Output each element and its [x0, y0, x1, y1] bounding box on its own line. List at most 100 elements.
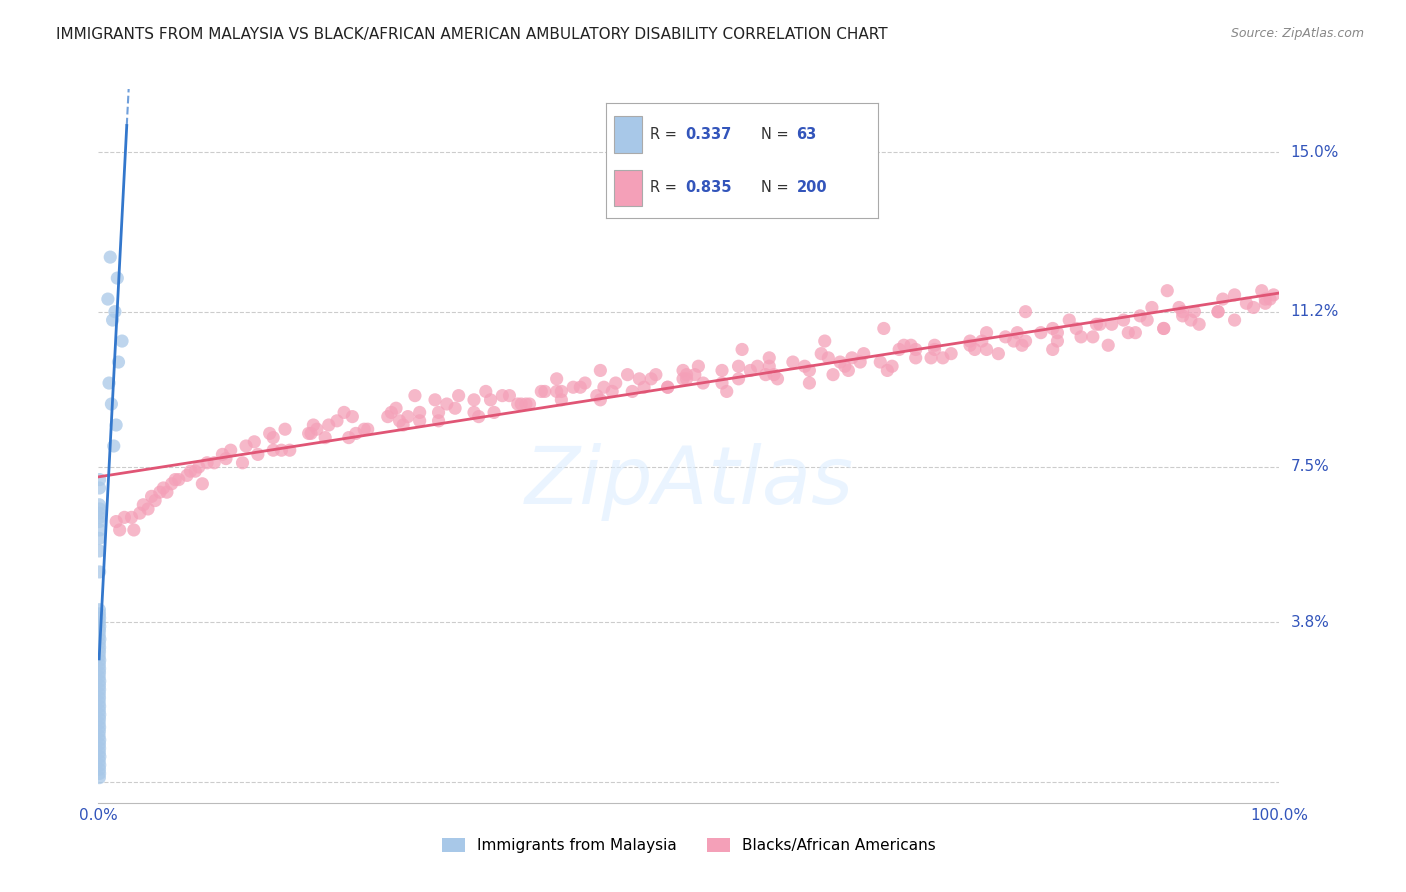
Point: [388, 414, 411, 428]
Point: [731, 343, 754, 357]
Point: [89, 532, 111, 546]
Point: [475, 384, 498, 399]
Point: [89, 741, 111, 756]
Point: [89, 754, 111, 768]
Point: [89, 565, 111, 579]
Point: [1168, 301, 1191, 315]
Point: [344, 426, 367, 441]
Point: [1223, 288, 1246, 302]
Point: [1250, 284, 1272, 298]
Point: [1014, 334, 1036, 348]
Point: [156, 485, 179, 500]
Point: [467, 409, 489, 424]
Point: [122, 523, 145, 537]
Point: [89, 749, 111, 764]
Point: [270, 443, 292, 458]
Point: [278, 443, 301, 458]
Point: [89, 758, 111, 772]
Point: [89, 624, 111, 638]
Point: [959, 338, 981, 352]
Point: [834, 359, 856, 374]
Point: [89, 510, 111, 524]
Point: [89, 712, 111, 726]
Point: [605, 376, 627, 390]
Point: [136, 502, 159, 516]
Point: [89, 707, 111, 722]
Point: [963, 343, 986, 357]
Point: [616, 368, 638, 382]
Point: [932, 351, 955, 365]
Point: [491, 389, 513, 403]
Point: [89, 515, 111, 529]
Text: IMMIGRANTS FROM MALAYSIA VS BLACK/AFRICAN AMERICAN AMBULATORY DISABILITY CORRELA: IMMIGRANTS FROM MALAYSIA VS BLACK/AFRICA…: [56, 27, 887, 42]
Point: [89, 473, 111, 487]
Point: [274, 422, 297, 436]
Point: [89, 632, 111, 646]
Point: [89, 687, 111, 701]
Point: [404, 389, 426, 403]
Point: [342, 409, 364, 424]
Point: [105, 417, 128, 432]
Point: [408, 414, 430, 428]
Point: [1029, 326, 1052, 340]
Text: ZipAtlas: ZipAtlas: [524, 442, 853, 521]
Point: [821, 368, 844, 382]
Point: [89, 703, 111, 717]
Point: [987, 346, 1010, 360]
Point: [89, 762, 111, 776]
Point: [262, 443, 284, 458]
Point: [314, 431, 336, 445]
Point: [195, 456, 218, 470]
Point: [569, 380, 592, 394]
Point: [810, 346, 832, 360]
Point: [1184, 304, 1206, 318]
Point: [1066, 321, 1088, 335]
Point: [89, 665, 111, 680]
Point: [782, 355, 804, 369]
Point: [1046, 326, 1069, 340]
Point: [904, 351, 927, 365]
Point: [447, 389, 470, 403]
Point: [849, 355, 872, 369]
Point: [423, 392, 446, 407]
Point: [628, 372, 651, 386]
Point: [519, 397, 541, 411]
Point: [589, 392, 612, 407]
Point: [869, 355, 891, 369]
Point: [141, 489, 163, 503]
Point: [108, 523, 131, 537]
Point: [89, 732, 111, 747]
Point: [1116, 326, 1139, 340]
Point: [1057, 313, 1080, 327]
Point: [1140, 301, 1163, 315]
Point: [89, 737, 111, 751]
Point: [215, 451, 238, 466]
Point: [1206, 304, 1229, 318]
Point: [482, 405, 505, 419]
Point: [1188, 318, 1211, 332]
Point: [876, 363, 898, 377]
Point: [380, 405, 402, 419]
Point: [89, 661, 111, 675]
Point: [219, 443, 242, 458]
Point: [675, 368, 697, 382]
Point: [357, 422, 380, 436]
Point: [758, 351, 780, 365]
Point: [1081, 330, 1104, 344]
Point: [231, 456, 253, 470]
Point: [121, 510, 143, 524]
Point: [89, 699, 111, 714]
Point: [305, 422, 328, 436]
Point: [302, 417, 325, 432]
Point: [1085, 318, 1108, 332]
Point: [132, 498, 155, 512]
Point: [89, 636, 111, 650]
Point: [793, 359, 815, 374]
Point: [762, 368, 785, 382]
Point: [716, 384, 738, 399]
Point: [149, 485, 172, 500]
Point: [89, 603, 111, 617]
Point: [89, 611, 111, 625]
Point: [89, 674, 111, 689]
Point: [1206, 304, 1229, 318]
